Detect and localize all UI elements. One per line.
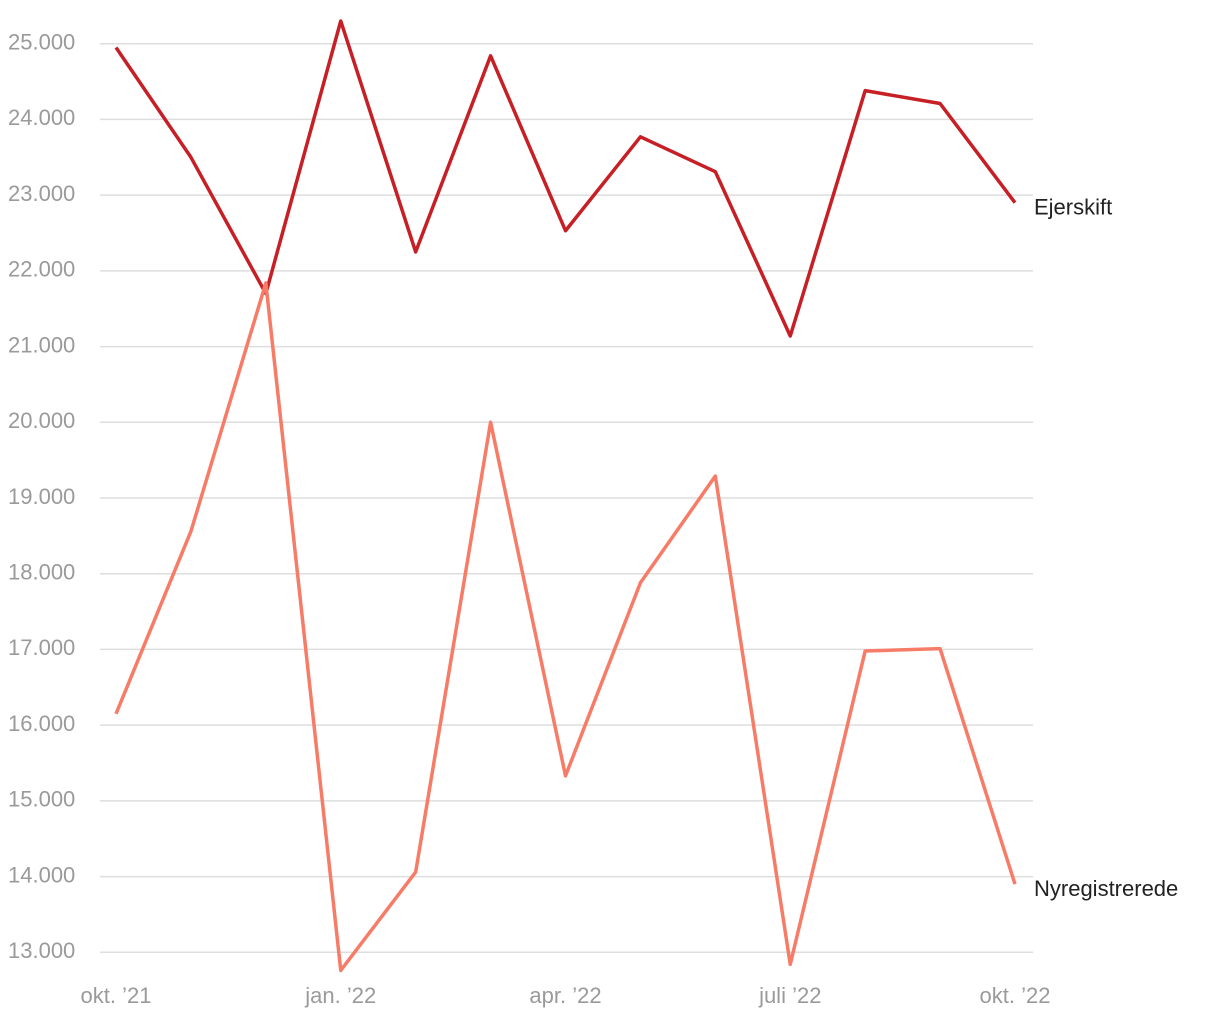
y-tick-label: 18.000 — [8, 560, 75, 585]
y-tick-label: 17.000 — [8, 635, 75, 660]
x-tick-label: apr. ’22 — [529, 983, 601, 1008]
y-tick-label: 15.000 — [8, 787, 75, 812]
y-tick-label: 24.000 — [8, 105, 75, 130]
y-tick-label: 16.000 — [8, 711, 75, 736]
y-tick-label: 22.000 — [8, 257, 75, 282]
x-tick-label: jan. ’22 — [304, 983, 376, 1008]
series-line — [114, 19, 1017, 338]
series-label: Ejerskift — [1034, 195, 1112, 220]
x-tick-label: okt. ’21 — [81, 983, 152, 1008]
y-tick-label: 14.000 — [8, 862, 75, 887]
y-tick-label: 23.000 — [8, 181, 75, 206]
series-label: Nyregistrerede — [1034, 876, 1178, 901]
y-tick-label: 19.000 — [8, 484, 75, 509]
series-line — [114, 281, 1017, 973]
y-tick-label: 21.000 — [8, 332, 75, 357]
y-tick-label: 25.000 — [8, 30, 75, 55]
x-tick-label: okt. ’22 — [980, 983, 1051, 1008]
y-tick-label: 13.000 — [8, 938, 75, 963]
x-tick-label: juli ’22 — [758, 983, 821, 1008]
y-tick-label: 20.000 — [8, 408, 75, 433]
